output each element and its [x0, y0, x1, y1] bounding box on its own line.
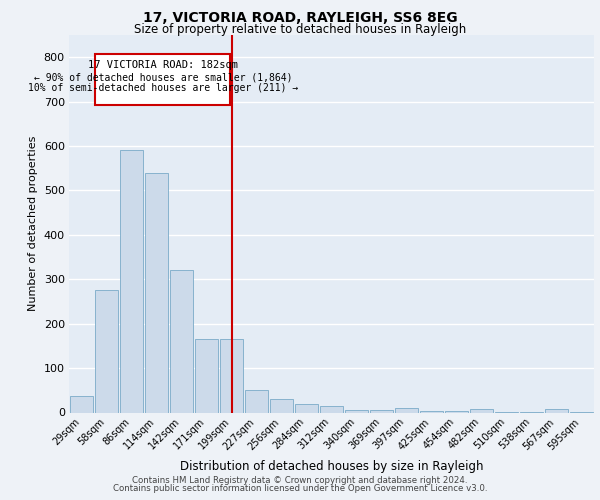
Y-axis label: Number of detached properties: Number of detached properties: [28, 136, 38, 312]
Bar: [170, 270, 193, 412]
Bar: [295, 404, 318, 412]
Bar: [145, 172, 168, 412]
Bar: [95, 290, 118, 412]
Bar: [470, 409, 493, 412]
Bar: [270, 399, 293, 412]
Bar: [195, 339, 218, 412]
Text: Contains HM Land Registry data © Crown copyright and database right 2024.: Contains HM Land Registry data © Crown c…: [132, 476, 468, 485]
Bar: [395, 408, 418, 412]
Bar: [370, 410, 393, 412]
Bar: [420, 411, 443, 412]
Bar: [120, 150, 143, 412]
X-axis label: Distribution of detached houses by size in Rayleigh: Distribution of detached houses by size …: [180, 460, 483, 473]
Bar: [545, 409, 568, 412]
Bar: [320, 406, 343, 412]
Text: 17 VICTORIA ROAD: 182sqm: 17 VICTORIA ROAD: 182sqm: [88, 60, 238, 70]
Text: Size of property relative to detached houses in Rayleigh: Size of property relative to detached ho…: [134, 22, 466, 36]
Bar: [345, 410, 368, 412]
Text: 17, VICTORIA ROAD, RAYLEIGH, SS6 8EG: 17, VICTORIA ROAD, RAYLEIGH, SS6 8EG: [143, 11, 457, 25]
Text: 10% of semi-detached houses are larger (211) →: 10% of semi-detached houses are larger (…: [28, 84, 298, 94]
Bar: [245, 390, 268, 412]
Text: Contains public sector information licensed under the Open Government Licence v3: Contains public sector information licen…: [113, 484, 487, 493]
Text: ← 90% of detached houses are smaller (1,864): ← 90% of detached houses are smaller (1,…: [34, 72, 292, 83]
Bar: [220, 339, 243, 412]
Bar: [70, 396, 93, 412]
Bar: [445, 411, 468, 412]
FancyBboxPatch shape: [95, 54, 230, 105]
